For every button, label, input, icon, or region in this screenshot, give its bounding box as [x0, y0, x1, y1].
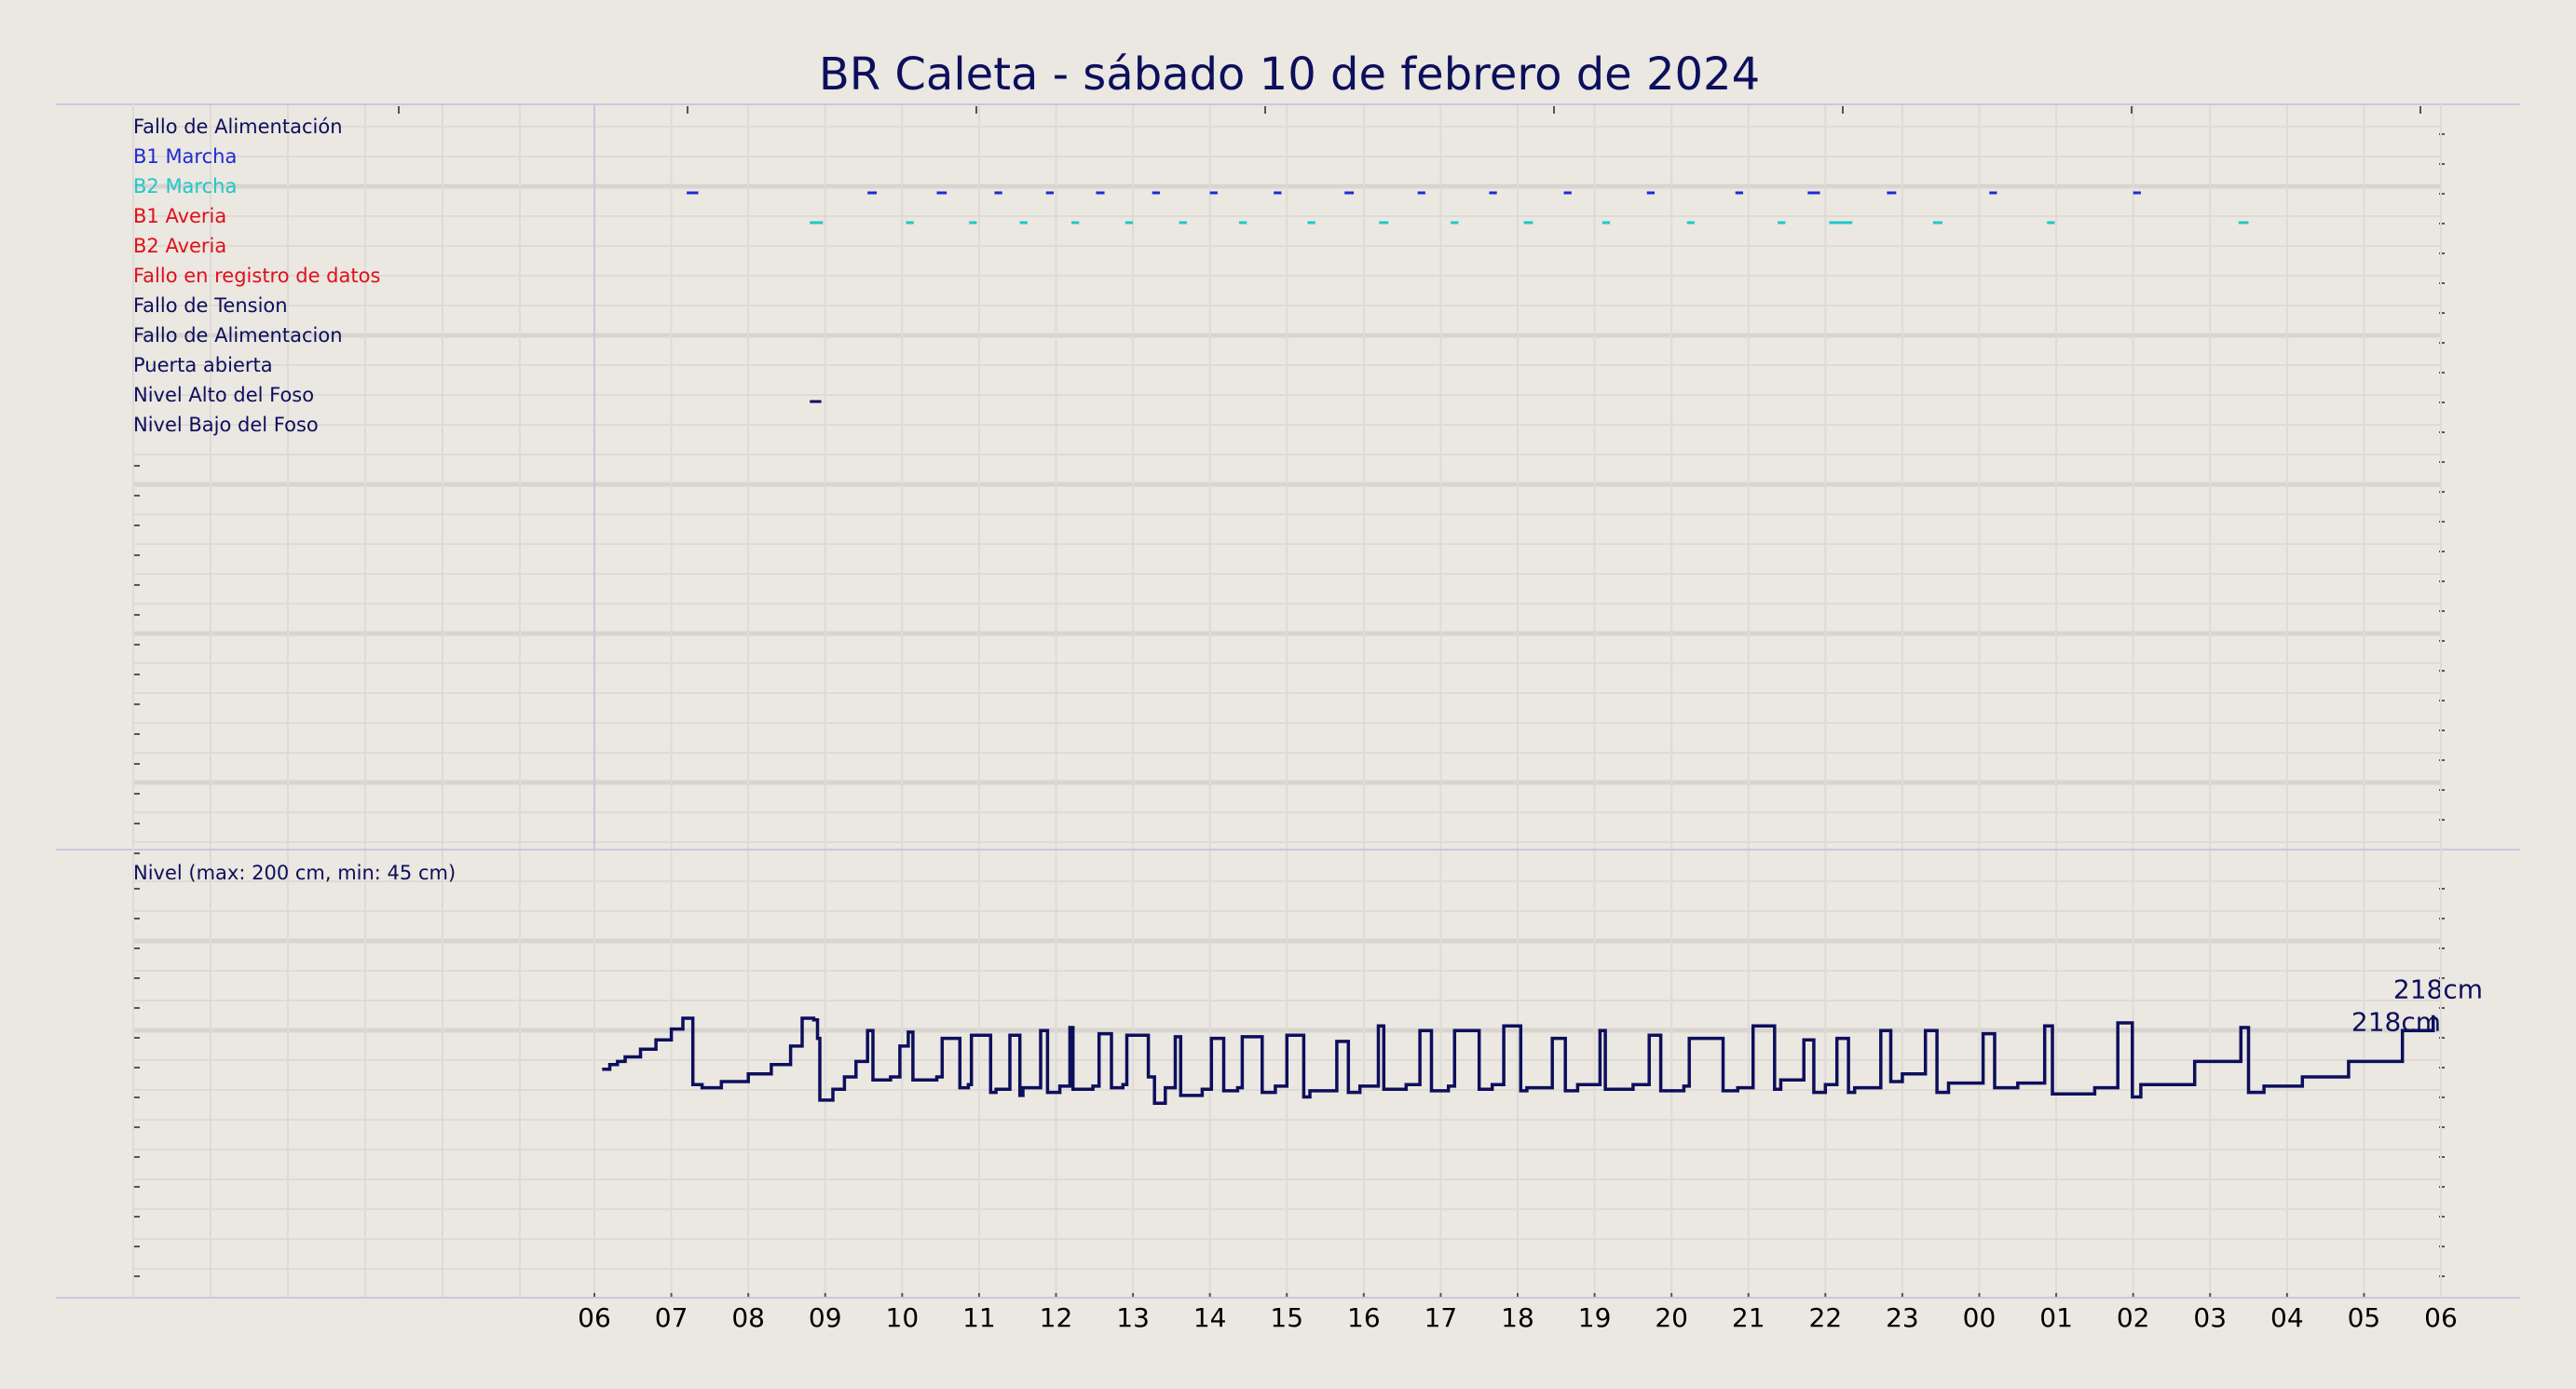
level-end-label: 218cm: [2351, 1007, 2441, 1038]
x-tick-label: 08: [731, 1302, 765, 1333]
event-timeline-panel: Fallo de Alimentación B1 Marcha B2 Marcha B…: [132, 104, 2445, 1298]
x-tick-label: 04: [2270, 1302, 2304, 1333]
signal-label: B2 Averia: [133, 235, 226, 257]
chart-title: BR Caleta - sábado 10 de febrero de 2024: [819, 48, 1760, 101]
level-line: [602, 1015, 2435, 1105]
event-grid: [132, 104, 2442, 1298]
x-tick-label: 22: [1809, 1302, 1843, 1333]
panel-frames: [56, 103, 2520, 1299]
x-tick-label: 21: [1732, 1302, 1765, 1333]
x-tick-label: 10: [886, 1302, 920, 1333]
signal-label: Fallo de Alimentacion: [133, 324, 343, 347]
level-chart-panel: Nivel (max: 200 cm, min: 45 cm) 218cm218…: [132, 850, 2483, 1298]
x-tick-label: 00: [1963, 1302, 1997, 1333]
x-tick-label: 03: [2193, 1302, 2227, 1333]
x-tick-label: 12: [1040, 1302, 1073, 1333]
x-tick-label: 16: [1347, 1302, 1381, 1333]
level-end-label: 218cm: [2393, 974, 2483, 1005]
x-tick-label: 07: [655, 1302, 688, 1333]
signal-label: Nivel Alto del Foso: [133, 384, 314, 406]
signal-label: Puerta abierta: [133, 354, 273, 376]
x-tick-label: 06: [2424, 1302, 2458, 1333]
level-axis-ticks: [134, 888, 2445, 1277]
x-tick-label: 19: [1578, 1302, 1612, 1333]
signal-label: Fallo de Tension: [133, 294, 288, 317]
signal-labels: Fallo de Alimentación B1 Marcha B2 Marcha B…: [133, 116, 380, 436]
event-axis-ticks: [134, 106, 2445, 854]
x-tick-label: 23: [1886, 1302, 1919, 1333]
signal-label: Nivel Bajo del Foso: [133, 414, 319, 436]
x-tick-label: 13: [1116, 1302, 1150, 1333]
signal-label: Fallo en registro de datos: [133, 265, 380, 287]
signal-label: B2 Marcha: [133, 175, 237, 197]
x-axis: 06 07 08 09 10 11 12 13 14 15 16 17 18 19 20 21 22 23 00 01…: [578, 1293, 2458, 1333]
signal-label: B1 Marcha: [133, 145, 237, 168]
x-tick-label: 20: [1655, 1302, 1688, 1333]
x-tick-label: 17: [1424, 1302, 1458, 1333]
x-tick-label: 09: [809, 1302, 842, 1333]
level-grid: [132, 850, 2442, 1298]
signal-label: B1 Averia: [133, 205, 226, 227]
x-tick-label: 01: [2039, 1302, 2073, 1333]
x-tick-label: 15: [1270, 1302, 1303, 1333]
x-tick-label: 14: [1193, 1302, 1227, 1333]
level-chart-title: Nivel (max: 200 cm, min: 45 cm): [133, 862, 456, 884]
signal-label: Fallo de Alimentación: [133, 116, 343, 138]
x-tick-label: 05: [2348, 1302, 2381, 1333]
x-tick-label: 06: [578, 1302, 611, 1333]
x-tick-label: 02: [2117, 1302, 2150, 1333]
signal-events: [687, 191, 2249, 403]
x-tick-label: 11: [962, 1302, 996, 1333]
x-tick-label: 18: [1501, 1302, 1534, 1333]
